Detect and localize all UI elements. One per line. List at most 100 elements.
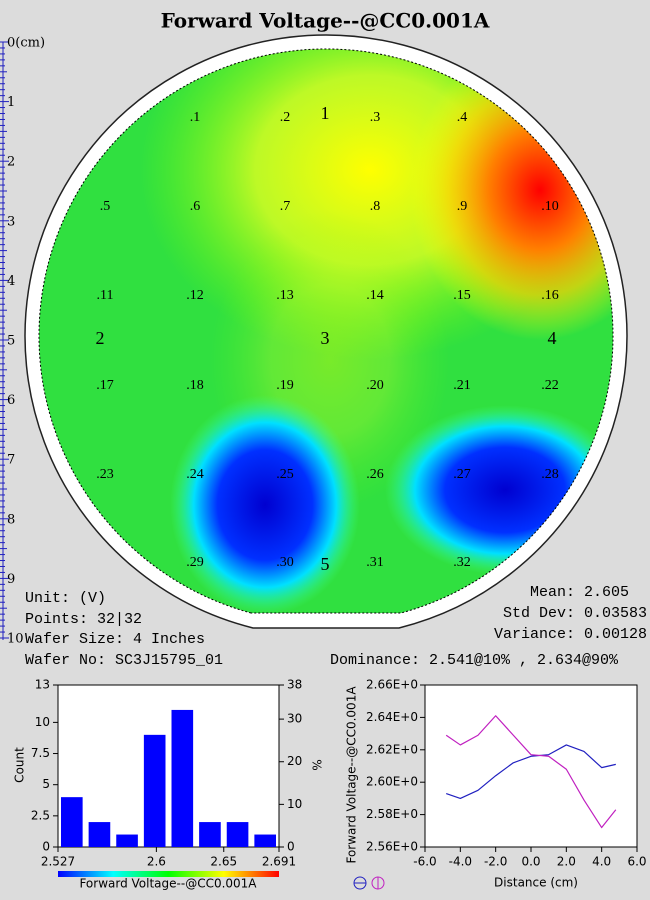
die-label: .22 — [541, 378, 559, 393]
region-label: 1 — [321, 103, 330, 123]
die-label: .21 — [453, 378, 471, 393]
die-label: .14 — [366, 288, 384, 303]
ruler-label: 0(cm) — [7, 36, 45, 51]
variance: Variance: 0.00128 — [494, 626, 647, 643]
ruler-label: 10 — [7, 632, 24, 647]
x-tick-label: 0.0 — [521, 855, 540, 869]
region-label: 2 — [96, 328, 105, 348]
y-tick-label: 10 — [35, 715, 50, 729]
colorbar — [58, 871, 279, 877]
histogram-plot — [57, 684, 280, 848]
mean: Mean: 2.605 — [530, 584, 629, 601]
profile-xlabel: Distance (cm) — [494, 876, 578, 890]
die-label: .27 — [453, 467, 471, 482]
x-tick-label: -6.0 — [413, 855, 436, 869]
y-tick-label: 0 — [42, 840, 50, 854]
die-label: .9 — [457, 199, 468, 214]
legend-icons[interactable] — [353, 876, 385, 890]
bar — [171, 709, 194, 847]
bar — [88, 822, 111, 847]
y-tick-label: 2.5 — [31, 808, 50, 822]
bar — [143, 734, 166, 847]
y2-tick-label: 20 — [287, 754, 302, 768]
bar — [116, 834, 138, 847]
die-label: .5 — [100, 199, 111, 214]
profile-line — [445, 715, 617, 829]
histogram-y2label: % — [310, 759, 324, 770]
wafer-size: Wafer Size: 4 Inches — [25, 631, 205, 648]
die-label: .17 — [96, 378, 114, 393]
x-tick-label: 4.0 — [592, 855, 611, 869]
y2-tick-label: 0 — [287, 840, 295, 854]
x-tick-label: 2.0 — [557, 855, 576, 869]
die-label: .7 — [280, 199, 291, 214]
die-label: .23 — [96, 467, 114, 482]
die-label: .2 — [280, 110, 291, 125]
profile-line — [446, 744, 616, 799]
die-label: .16 — [541, 288, 559, 303]
die-label: .31 — [366, 555, 384, 570]
x-tick-label: 6.0 — [627, 855, 646, 869]
die-label: .18 — [186, 378, 204, 393]
x-tick-label: -4.0 — [449, 855, 472, 869]
y2-tick-label: 10 — [287, 797, 302, 811]
region-label: 5 — [321, 554, 330, 574]
die-label: .19 — [276, 378, 294, 393]
ruler-label: 4 — [7, 274, 15, 289]
die-label: .11 — [97, 288, 114, 303]
ruler-label: 1 — [7, 95, 15, 110]
bar — [61, 797, 83, 847]
bar — [254, 834, 276, 847]
y-tick-label: 2.60E+0 — [366, 775, 418, 789]
die-label: .29 — [186, 555, 204, 570]
ruler-label: 8 — [7, 512, 15, 527]
y-tick-label: 2.64E+0 — [366, 710, 418, 724]
colorbar-label: Forward Voltage--@CC0.001A — [79, 877, 257, 891]
die-label: .8 — [370, 199, 381, 214]
die-label: .3 — [370, 110, 381, 125]
dominance: Dominance: 2.541@10% , 2.634@90% — [330, 652, 619, 669]
title: Forward Voltage--@CC0.001A — [161, 9, 490, 33]
wafer-edge — [38, 48, 614, 614]
region-label: 3 — [321, 328, 330, 348]
ruler-label: 9 — [7, 572, 15, 587]
die-label: .26 — [366, 467, 384, 482]
y2-tick-label: 30 — [287, 712, 302, 726]
wafer-no: Wafer No: SC3J15795_01 — [25, 652, 223, 669]
std-dev: Std Dev: 0.03583 — [503, 605, 647, 622]
y-tick-label: 13 — [35, 678, 50, 692]
wafer-heatmap — [38, 48, 613, 614]
y-tick-label: 2.56E+0 — [366, 840, 418, 854]
ruler-label: 6 — [7, 393, 15, 408]
die-label: .24 — [186, 467, 204, 482]
die-label: .10 — [541, 199, 559, 214]
x-tick-label: 2.65 — [210, 855, 237, 869]
x-tick-label: 2.527 — [41, 855, 75, 869]
profile-ylabel: Forward Voltage--@CC0.001A — [345, 686, 359, 864]
ruler-label: 3 — [7, 214, 15, 229]
x-tick-label: 2.6 — [147, 855, 166, 869]
y-tick-label: 2.62E+0 — [366, 742, 418, 756]
ruler-label: 7 — [7, 453, 15, 468]
region-label: 4 — [548, 328, 557, 348]
ruler-label: 2 — [7, 155, 15, 170]
bar — [199, 822, 221, 847]
unit: Unit: (V) — [25, 590, 106, 607]
die-label: .25 — [276, 467, 294, 482]
bar — [226, 822, 249, 847]
ruler-label: 5 — [7, 334, 15, 349]
points-count: Points: 32|32 — [25, 611, 142, 628]
die-label: .1 — [190, 110, 201, 125]
y-tick-label: 2.58E+0 — [366, 807, 418, 821]
die-label: .12 — [186, 288, 204, 303]
y-tick-label: 7.5 — [31, 746, 50, 760]
die-label: .20 — [366, 378, 384, 393]
x-tick-label: 2.691 — [262, 855, 296, 869]
histogram-ylabel: Count — [13, 747, 27, 783]
die-label: .6 — [190, 199, 201, 214]
y-tick-label: 2.66E+0 — [366, 678, 418, 692]
x-tick-label: -2.0 — [484, 855, 507, 869]
y2-tick-label: 38 — [287, 678, 302, 692]
y-tick-label: 5 — [42, 777, 50, 791]
